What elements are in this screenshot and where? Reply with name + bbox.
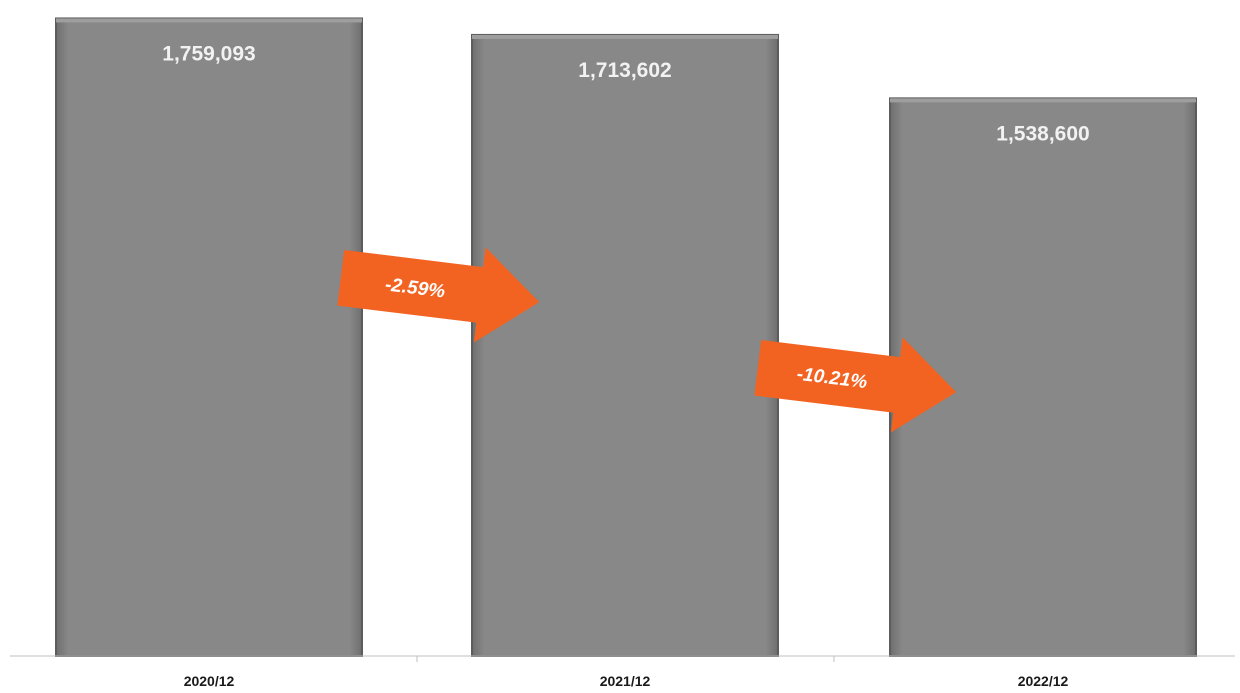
x-tick-label: 2022/12 — [1018, 673, 1069, 689]
bar-top-edge — [472, 34, 778, 39]
bar-value-label: 1,759,093 — [162, 42, 255, 65]
change-arrow-2: -10.21% — [754, 337, 957, 433]
x-tick-label: 2021/12 — [600, 673, 651, 689]
bar-top-edge — [56, 18, 362, 23]
ticks-layer: 2020/12 2021/12 2022/12 — [184, 656, 1069, 689]
change-arrow-1: -2.59% — [337, 247, 540, 343]
bar-2020-12 — [55, 17, 363, 658]
bars-layer: 1,759,093 1,713,602 1,538,600 — [55, 17, 1197, 658]
bar-2021-12 — [471, 33, 779, 657]
bar-top-edge — [890, 98, 1196, 103]
bar-value-label: 1,713,602 — [578, 59, 671, 82]
change-arrow-1-shape — [337, 247, 540, 343]
x-tick-label: 2020/12 — [184, 673, 235, 689]
bar-value-label: 1,538,600 — [996, 122, 1089, 145]
change-arrow-2-shape — [754, 337, 957, 433]
